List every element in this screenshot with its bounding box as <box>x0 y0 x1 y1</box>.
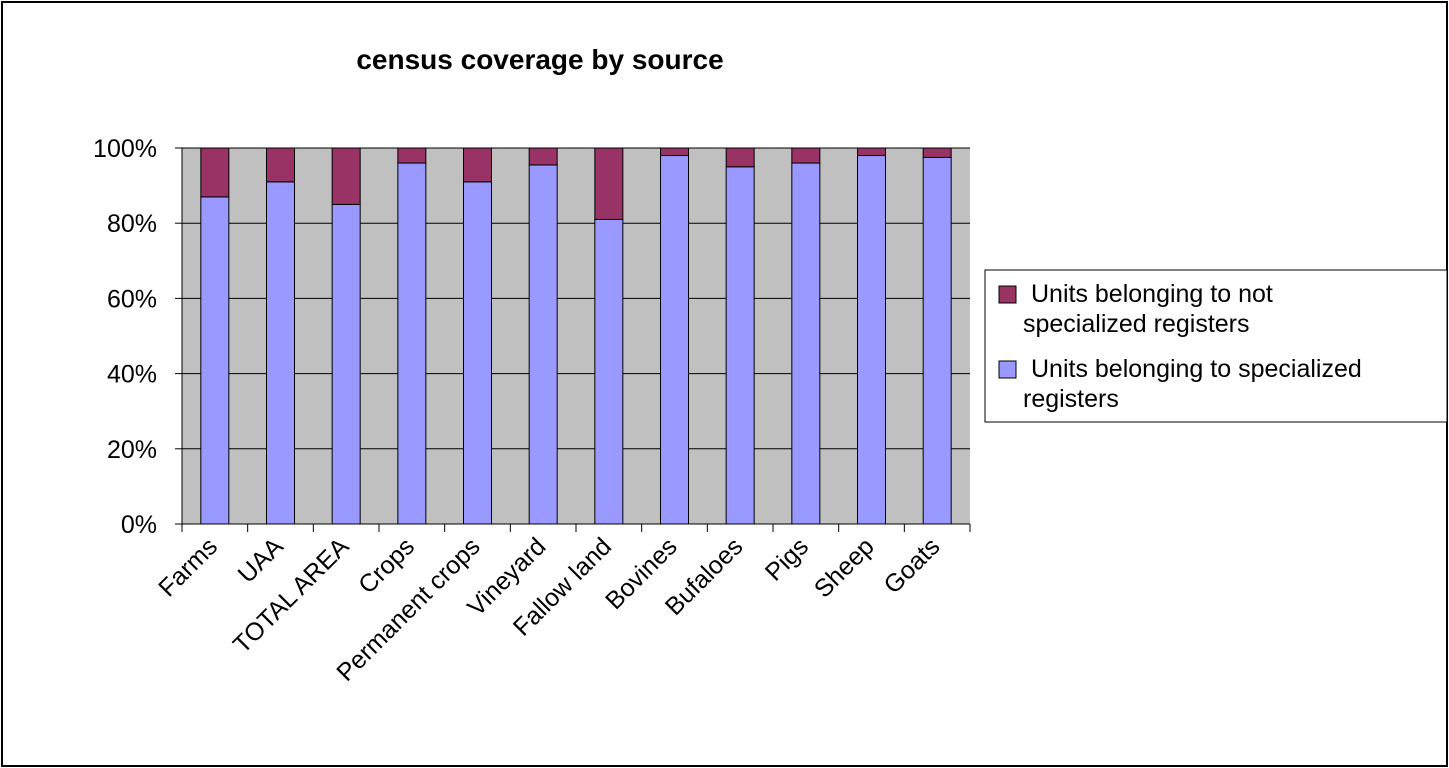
bar <box>266 181 295 525</box>
chart-title: census coverage by source <box>356 44 723 75</box>
bar <box>857 147 886 157</box>
bar <box>200 147 230 198</box>
y-tick-label: 60% <box>107 285 157 313</box>
y-tick-label: 80% <box>107 210 157 238</box>
legend-label: specialized registers <box>1023 310 1250 338</box>
bar <box>791 147 821 164</box>
y-tick-label: 20% <box>107 436 157 464</box>
bar <box>528 147 558 166</box>
legend-label: Units belonging to specialized <box>1031 355 1362 383</box>
bar <box>922 156 952 525</box>
legend-label: registers <box>1023 385 1119 413</box>
bar <box>397 147 427 164</box>
legend-swatch <box>998 285 1017 304</box>
bar <box>331 147 361 205</box>
bar <box>528 164 558 525</box>
bar <box>594 218 624 525</box>
bar <box>725 147 755 168</box>
legend-swatch <box>998 360 1017 379</box>
y-tick-label: 40% <box>107 361 157 389</box>
bar <box>266 147 295 183</box>
bar <box>791 162 821 525</box>
bar <box>463 147 492 183</box>
y-tick-label: 100% <box>93 135 157 163</box>
bar <box>463 181 492 525</box>
bar <box>660 155 689 525</box>
legend-label: Units belonging to not <box>1031 280 1273 308</box>
bar <box>594 147 624 220</box>
bar <box>922 147 952 158</box>
bar <box>660 147 689 157</box>
legend-box <box>984 269 1448 423</box>
bar <box>725 166 755 525</box>
bar <box>331 203 361 525</box>
plot-background <box>182 148 970 524</box>
bar <box>397 162 427 525</box>
y-tick-label: 0% <box>121 511 157 539</box>
bar <box>857 155 886 525</box>
bar <box>200 196 230 525</box>
